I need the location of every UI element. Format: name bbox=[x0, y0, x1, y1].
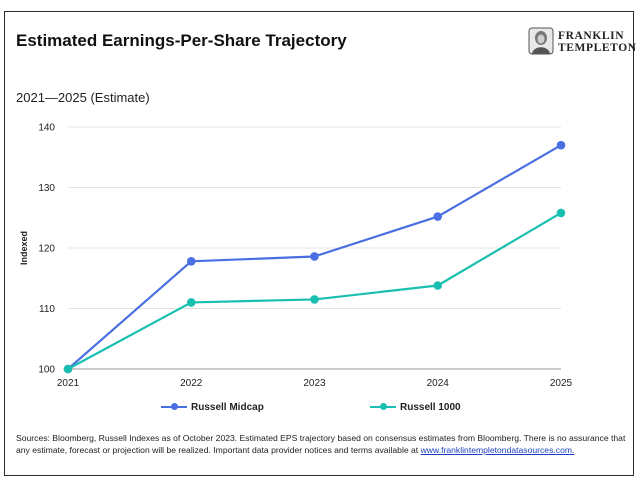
data-point-russell-midcap bbox=[310, 252, 319, 261]
logo-line-2: TEMPLETON bbox=[558, 42, 637, 54]
legend-item-russell-1000: Russell 1000 bbox=[370, 400, 461, 414]
x-tick-label: 2024 bbox=[427, 378, 450, 389]
logo-line-1: FRANKLIN bbox=[558, 30, 625, 42]
logo-wordmark: FRANKLIN TEMPLETON bbox=[558, 30, 637, 54]
legend-swatch-russell-1000 bbox=[370, 403, 396, 410]
x-tick-label: 2023 bbox=[303, 378, 326, 389]
data-point-russell-1000 bbox=[556, 208, 566, 218]
legend-swatch-russell-midcap bbox=[161, 403, 187, 410]
franklin-templeton-logo: FRANKLIN TEMPLETON bbox=[528, 27, 636, 57]
data-point-russell-midcap bbox=[556, 140, 566, 150]
data-sources-link[interactable]: www.franklintempletondatasources.com. bbox=[420, 445, 575, 455]
legend-item-russell-midcap: Russell Midcap bbox=[161, 400, 264, 414]
series-line-russell-1000 bbox=[67, 211, 562, 370]
y-tick-label: 110 bbox=[39, 304, 55, 315]
legend-label: Russell 1000 bbox=[400, 401, 461, 413]
footnote: Sources: Bloomberg, Russell Indexes as o… bbox=[16, 432, 628, 456]
chart-title: Estimated Earnings-Per-Share Trajectory bbox=[16, 31, 347, 50]
y-tick-label: 100 bbox=[38, 365, 55, 376]
data-point-russell-1000 bbox=[63, 364, 73, 374]
x-tick-label: 2025 bbox=[550, 378, 573, 389]
y-tick-label: 120 bbox=[38, 244, 55, 255]
data-point-russell-midcap bbox=[186, 257, 196, 266]
data-point-russell-1000 bbox=[186, 298, 196, 307]
y-tick-label: 140 bbox=[38, 123, 55, 134]
x-tick-label: 2022 bbox=[180, 378, 203, 389]
franklin-portrait-icon bbox=[528, 27, 554, 55]
footnote-text: Sources: Bloomberg, Russell Indexes as o… bbox=[16, 433, 626, 455]
data-point-russell-1000 bbox=[433, 281, 443, 290]
y-tick-label: 130 bbox=[38, 183, 55, 194]
x-tick-label: 2021 bbox=[57, 378, 80, 389]
chart-subtitle: 2021—2025 (Estimate) bbox=[16, 90, 150, 105]
data-point-russell-midcap bbox=[433, 212, 443, 221]
data-point-russell-1000 bbox=[310, 295, 319, 304]
legend-label: Russell Midcap bbox=[191, 401, 264, 413]
chart-frame bbox=[4, 11, 634, 476]
